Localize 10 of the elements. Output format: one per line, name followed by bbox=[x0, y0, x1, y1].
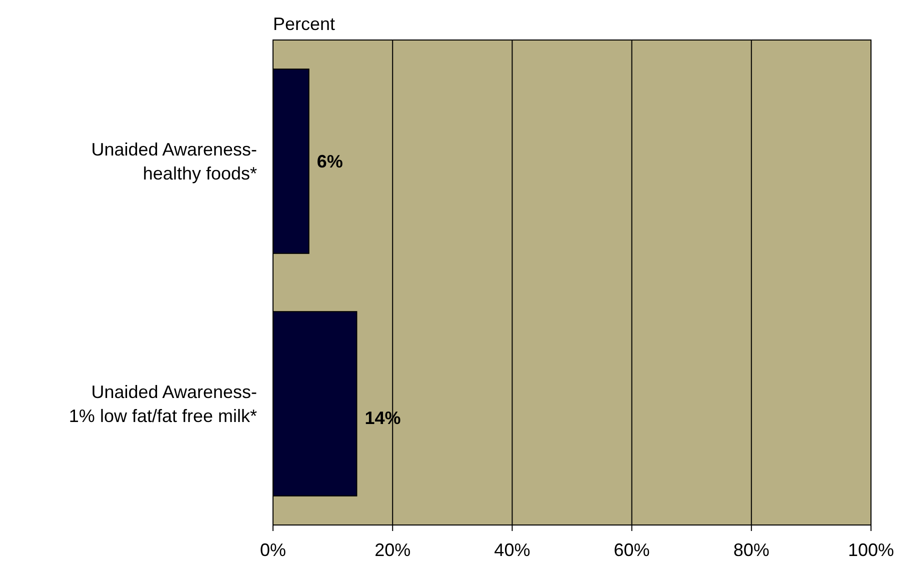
y-tick-label: Unaided Awareness- healthy foods* bbox=[91, 139, 257, 184]
data-label: 6% bbox=[316, 152, 343, 172]
x-axis-title: Percent bbox=[273, 14, 336, 34]
x-tick-label: 40% bbox=[494, 540, 530, 560]
x-tick-label: 0% bbox=[260, 540, 286, 560]
x-tick-label: 100% bbox=[848, 540, 894, 560]
x-tick-label: 20% bbox=[374, 540, 411, 560]
y-tick-label: Unaided Awareness- 1% low fat/fat free milk* bbox=[68, 382, 257, 426]
x-tick-label: 80% bbox=[733, 540, 770, 560]
x-tick-label: 60% bbox=[614, 540, 650, 560]
